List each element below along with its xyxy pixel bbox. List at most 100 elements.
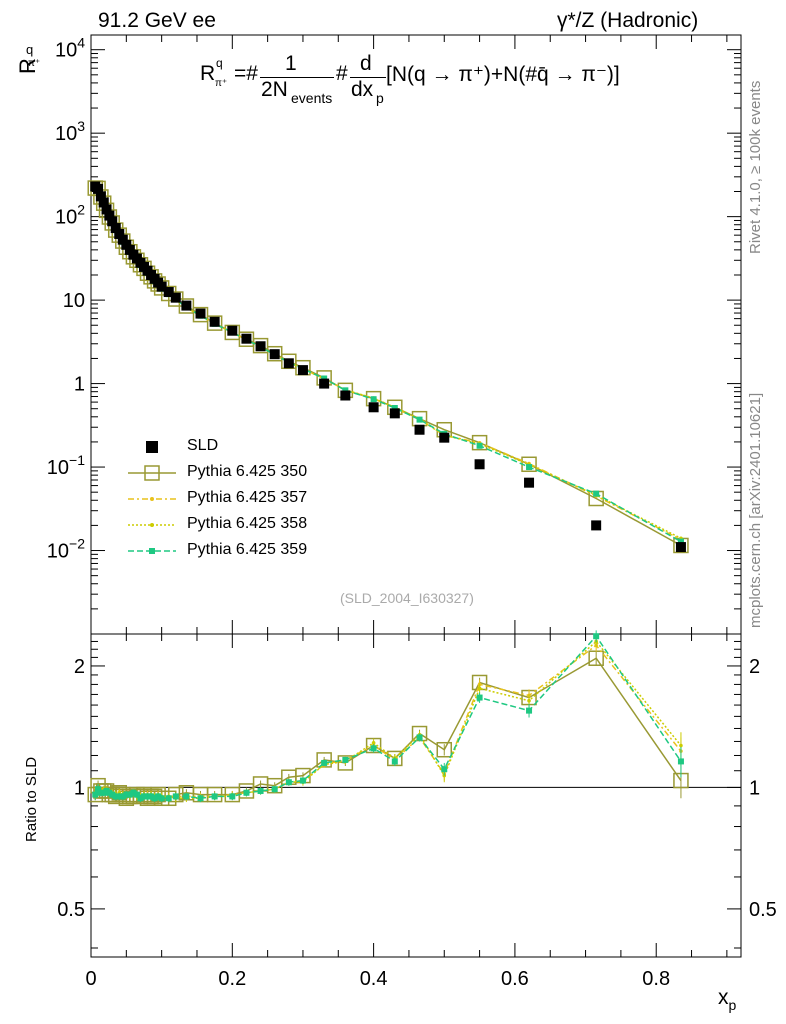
ratio-point-p358: [101, 787, 106, 791]
main-y-tick-label: 10−1: [47, 452, 85, 479]
main-point-p358: [679, 536, 683, 541]
ratio-point-p359: [106, 789, 113, 796]
ratio-x-tick-label: 0.2: [218, 968, 246, 990]
main-point-p357: [417, 417, 422, 422]
ratio-point-p350: [365, 737, 382, 754]
ratio-point-p359: [299, 777, 306, 784]
legend: SLD Pythia 6.425 350 Pythia 6.425 357 Py…: [120, 436, 380, 568]
ratio-point-p350: [281, 769, 297, 785]
ratio-y-tick-label-right: 2: [749, 656, 760, 678]
main-point-p350: [224, 324, 241, 341]
main-point-p357: [131, 253, 136, 258]
ratio-point-p359: [148, 793, 155, 800]
x-label-x: x: [718, 986, 729, 1009]
ratio-point-p359: [416, 734, 423, 741]
main-point-p357: [93, 186, 98, 190]
ratio-y-tick-label: 1: [74, 777, 85, 799]
ratio-point-p357: [104, 789, 109, 793]
main-point-p358: [594, 493, 598, 498]
ratio-point-p350: [87, 786, 103, 803]
ratio-point-p359: [155, 793, 162, 800]
main-point-p350: [87, 180, 103, 196]
ratio-point-p359: [158, 795, 165, 802]
ratio-point-p358: [244, 790, 249, 795]
ratio-point-p357: [417, 735, 422, 740]
main-point-p358: [212, 322, 217, 326]
ratio-point-p359: [100, 789, 107, 796]
ratio-point-p357: [527, 693, 531, 698]
ratio-point-p357: [322, 762, 326, 767]
ratio-point-p358: [104, 787, 109, 791]
mcplots-reference-label: mcplots.cern.ch [arXiv:2401.10621]: [747, 392, 764, 628]
main-point-p358: [159, 286, 164, 291]
ratio-frame: [90, 633, 742, 958]
ratio-x-tick-label: 0.4: [360, 968, 388, 990]
main-point-data: [93, 183, 104, 194]
ratio-point-p350: [337, 755, 354, 771]
main-point-p357: [527, 461, 531, 466]
ratio-point-p358: [417, 733, 422, 737]
ratio-point-p357: [159, 794, 164, 799]
main-point-p357: [124, 244, 129, 249]
main-point-p357: [322, 377, 326, 381]
title-d-num: d: [360, 52, 372, 75]
ratio-point-p357: [442, 772, 447, 776]
main-point-p359: [299, 365, 306, 372]
ratio-point-p350: [471, 674, 488, 691]
main-point-data: [675, 542, 686, 553]
ratio-point-p350: [238, 783, 255, 799]
main-point-data: [241, 333, 252, 344]
ratio-point-p350: [115, 786, 131, 803]
main-point-data: [269, 349, 280, 360]
main-point-p350: [192, 306, 209, 323]
main-point-data: [283, 358, 294, 369]
ratio-point-p359: [321, 759, 328, 766]
ratio-point-p350: [101, 786, 118, 803]
main-point-p358: [417, 416, 422, 421]
ratio-point-p358: [110, 790, 114, 795]
ratio-point-p357: [99, 789, 103, 793]
ratio-point-p357: [124, 792, 129, 797]
x-axis-label: xp: [718, 986, 736, 1013]
title-frac-den-sub: events: [291, 90, 333, 106]
main-point-p357: [184, 305, 189, 310]
ratio-point-p358: [212, 794, 217, 799]
ratio-point-p350: [95, 783, 112, 799]
main-point-p359: [106, 213, 113, 220]
main-y-tick-label: 10−2: [47, 536, 85, 563]
main-point-p357: [138, 262, 143, 267]
main-point-p359: [197, 312, 204, 319]
ratio-point-p359: [112, 793, 119, 800]
ratio-point-p359: [342, 756, 349, 763]
ratio-point-p357: [145, 792, 150, 797]
ratio-point-p358: [594, 639, 598, 644]
main-point-p350: [143, 269, 159, 285]
main-point-data: [591, 520, 602, 531]
main-point-data: [368, 402, 379, 413]
ratio-point-p350: [588, 650, 604, 666]
ratio-point-p357: [594, 643, 598, 648]
ratio-point-p358: [301, 780, 305, 785]
main-point-p358: [117, 233, 122, 237]
ratio-point-p350: [118, 790, 135, 807]
ratio-point-p357: [477, 682, 482, 687]
main-point-data: [163, 287, 174, 298]
main-point-p359: [144, 269, 151, 276]
main-point-p350: [160, 285, 177, 302]
ratio-point-p358: [156, 794, 160, 799]
ratio-point-p358: [120, 792, 125, 797]
ratio-point-p350: [673, 772, 689, 789]
ratio-point-p358: [322, 762, 326, 767]
legend-marker-359: [149, 548, 155, 554]
ratio-point-p350: [98, 783, 115, 799]
ratio-point-p350: [129, 786, 145, 803]
main-point-p359: [151, 277, 158, 284]
ratio-point-p358: [166, 794, 171, 799]
main-point-data: [142, 265, 153, 276]
main-point-p350: [266, 345, 283, 362]
main-point-p357: [104, 208, 109, 212]
main-point-p359: [155, 281, 162, 288]
ratio-point-p359: [109, 791, 116, 798]
main-point-p357: [117, 233, 122, 237]
main-point-data: [195, 308, 206, 319]
